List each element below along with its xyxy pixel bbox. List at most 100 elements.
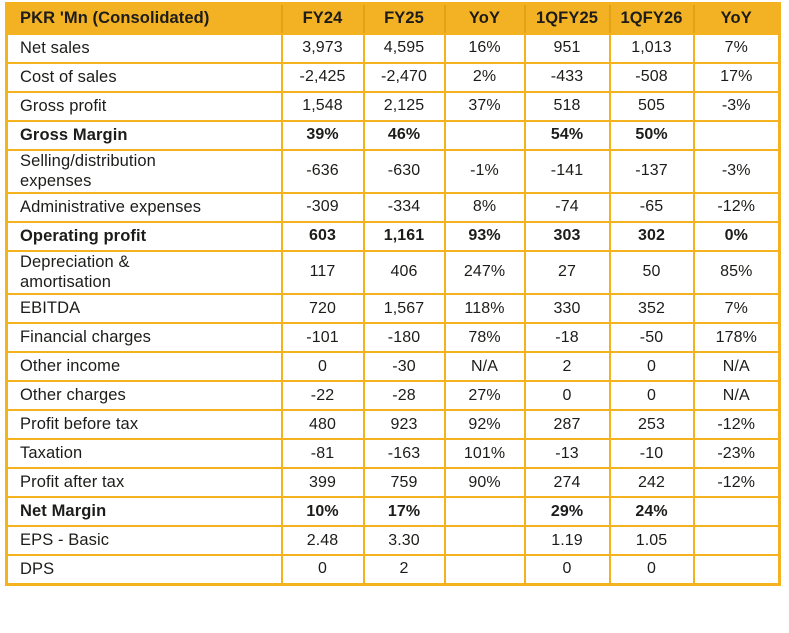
row-label-cell: Taxation [5,438,283,469]
value-cell: 1,013 [608,32,695,64]
value-cell: 2% [443,61,526,93]
row-label: Taxation [20,444,83,462]
column-header: FY25 [362,2,446,35]
value-cell: 90% [443,467,526,498]
value-cell: 0 [608,351,695,382]
table-row: DPS 0 2 0 0 [5,554,781,585]
table-row: Other charges -22 -28 27% 0 0 N/A [5,380,781,411]
value-cell: 287 [523,409,611,440]
value-cell: -433 [523,61,611,93]
row-label: Net Margin [20,502,107,520]
value-cell: 178% [692,322,781,353]
row-label-cell: Financial charges [5,322,283,353]
value-cell: -3% [692,90,781,122]
value-cell: 603 [280,220,365,252]
table-row: Administrative expenses -309 -334 8% -74 -65-… [5,191,781,223]
row-label-cell: EBITDA [5,293,283,324]
table-body: Net sales 3,973 4,595 16% 951 1,013 7% Cost of … [5,32,781,585]
value-cell: 352 [608,293,695,324]
value-cell: 50% [608,119,695,151]
value-cell: 330 [523,293,611,324]
value-cell: 7% [692,32,781,64]
row-label-cell: Cost of sales [5,61,283,93]
value-cell: 1,161 [362,220,446,252]
value-cell: 253 [608,409,695,440]
row-label-cell: Net sales [5,32,283,64]
value-cell: 480 [280,409,365,440]
value-cell: 0 [523,554,611,585]
value-cell: -137 [608,148,695,194]
value-cell: -2,425 [280,61,365,93]
value-cell: N/A [692,380,781,411]
row-label-cell: Profit after tax [5,467,283,498]
value-cell: -334 [362,191,446,223]
row-label: Profit after tax [20,473,125,491]
value-cell: 505 [608,90,695,122]
value-cell: N/A [692,351,781,382]
table-header: PKR 'Mn (Consolidated) FY24 FY25 YoY 1QFY25 1… [5,2,781,35]
table-row: Taxation -81 -163 101% -13 -10 -23% [5,438,781,469]
row-label-cell: Selling/distribution expenses [5,148,283,194]
value-cell: 16% [443,32,526,64]
value-cell [692,119,781,151]
value-cell: 247% [443,249,526,296]
value-cell: -141 [523,148,611,194]
column-header: 1QFY26 [608,2,695,35]
value-cell: -22 [280,380,365,411]
value-cell: 518 [523,90,611,122]
table-row: Other income 0 -30 N/A 2 0 N/A [5,351,781,382]
value-cell: -28 [362,380,446,411]
value-cell: 1.05 [608,525,695,556]
value-cell: -12% [692,467,781,498]
value-cell: 2 [523,351,611,382]
table-row: EBITDA 720 1,567 118% 330 352 7% [5,293,781,324]
value-cell [692,525,781,556]
row-label-cell: Gross Margin [5,119,283,151]
value-cell: -74 [523,191,611,223]
value-cell: 37% [443,90,526,122]
table-row: Operating profit 603 1,161 93% 303 302 0% [5,220,781,252]
value-cell: 27 [523,249,611,296]
row-label-cell: Other income [5,351,283,382]
row-label-cell: EPS - Basic [5,525,283,556]
value-cell: 24% [608,496,695,527]
row-label: EBITDA [20,299,81,317]
table-row: Profit after tax 399 759 90% 274 242 -12% [5,467,781,498]
row-label-cell: DPS [5,554,283,585]
value-cell: -65 [608,191,695,223]
value-cell: N/A [443,351,526,382]
value-cell: -180 [362,322,446,353]
value-cell: 92% [443,409,526,440]
value-cell: 117 [280,249,365,296]
value-cell: -18 [523,322,611,353]
value-cell: 118% [443,293,526,324]
value-cell: 17% [692,61,781,93]
value-cell [443,119,526,151]
value-cell: -30 [362,351,446,382]
value-cell: 2.48 [280,525,365,556]
value-cell: 0 [280,351,365,382]
value-cell: -163 [362,438,446,469]
value-cell: -12% [692,191,781,223]
table-row: Depreciation & amortisation 117 406 247% 27 5… [5,249,781,296]
value-cell: 0 [608,380,695,411]
row-label: Other charges [20,386,126,404]
row-label: Financial charges [20,328,152,346]
value-cell: -2,470 [362,61,446,93]
value-cell: 50 [608,249,695,296]
value-cell: -630 [362,148,446,194]
value-cell: -1% [443,148,526,194]
value-cell: -10 [608,438,695,469]
row-label: Cost of sales [20,67,117,86]
column-header: YoY [443,2,526,35]
value-cell: 242 [608,467,695,498]
value-cell [692,496,781,527]
value-cell: 2 [362,554,446,585]
row-label: Operating profit [20,226,147,245]
table-row: Profit before tax 480 923 92% 287 253 -12% [5,409,781,440]
value-cell: 46% [362,119,446,151]
value-cell: 0% [692,220,781,252]
table-row: Cost of sales -2,425 -2,470 2% -433 -508 17% [5,61,781,93]
value-cell [443,554,526,585]
row-label: Selling/distribution expenses [20,151,156,191]
